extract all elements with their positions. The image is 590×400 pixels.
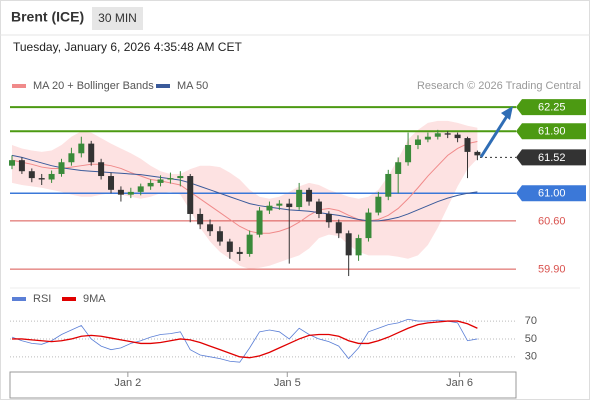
candle-body [385, 173, 392, 197]
candle-body [296, 189, 303, 208]
candle-body [395, 162, 402, 174]
level-label: 61.52 [538, 152, 566, 164]
candle-body [88, 143, 95, 163]
y-tick-label: 70 [525, 315, 537, 327]
level-tag [516, 185, 586, 202]
x-tick-label: Jan 2 [114, 377, 141, 389]
candle-body [28, 171, 35, 179]
candle-body [464, 138, 471, 152]
candle-body [197, 213, 204, 225]
level-label: 62.25 [538, 101, 566, 113]
moving-average [11, 154, 478, 222]
indicator-line [12, 320, 478, 359]
legend-label: RSI [33, 293, 51, 305]
candle-body [444, 133, 451, 135]
instrument: Brent (ICE) [11, 9, 84, 25]
x-tick-label: Jan 6 [446, 377, 473, 389]
candle-body [236, 251, 243, 254]
candle-body [434, 133, 441, 137]
candle-body [276, 203, 283, 206]
candle-body [177, 176, 184, 179]
candle-body [216, 231, 223, 242]
level-label: 61.90 [538, 126, 566, 138]
candle-body [375, 196, 382, 213]
legend-label: 9MA [83, 293, 106, 305]
candle-body [266, 205, 273, 211]
candle-body [405, 145, 412, 163]
legend-label: MA 20 + Bollinger Bands [33, 80, 154, 92]
candle-body [414, 139, 421, 145]
candle-body [325, 213, 332, 223]
moving-average [11, 141, 478, 234]
candle-body [157, 179, 164, 183]
candle-body [108, 176, 115, 190]
candle-body [474, 151, 481, 156]
candle-body [306, 189, 313, 202]
candle-body [58, 162, 65, 174]
candle-body [9, 160, 15, 166]
candle-body [454, 134, 461, 139]
candle-body [187, 176, 194, 214]
legend-label: MA 50 [177, 80, 208, 92]
indicator-line [11, 318, 478, 363]
timeframe: 30 MIN [98, 11, 137, 25]
level-tag [516, 99, 586, 116]
candle-body [117, 189, 124, 195]
candle-body [355, 238, 362, 256]
timeframe-box [92, 7, 143, 30]
candle-body [18, 160, 25, 172]
candle-body [335, 222, 342, 234]
level-label: 61.00 [538, 188, 566, 200]
level-label: 60.60 [538, 215, 566, 227]
candle-body [147, 182, 154, 187]
candle-body [424, 136, 431, 140]
legend-swatch [12, 84, 26, 88]
legend-swatch [156, 84, 170, 88]
legend-swatch [62, 297, 76, 301]
candle-body [345, 233, 352, 256]
candle-body [38, 178, 45, 180]
candle-body [78, 143, 85, 154]
axis-box [9, 371, 517, 399]
candle-body [315, 201, 322, 214]
candle-body [167, 178, 174, 180]
candle-body [365, 212, 372, 239]
level-label: 59.90 [538, 264, 566, 276]
timestamp: Tuesday, January 6, 2026 4:35:48 AM CET [13, 40, 242, 54]
candle-body [246, 234, 253, 254]
forecast-arrow [479, 115, 509, 158]
candle-body [256, 210, 263, 235]
y-tick-label: 30 [525, 351, 537, 363]
y-tick-label: 50 [525, 333, 537, 345]
level-tag [516, 123, 586, 140]
candle-body [207, 224, 214, 232]
candle-body [226, 241, 233, 252]
candle-body [98, 162, 105, 177]
forecast-arrowhead [501, 106, 513, 120]
candle-body [68, 153, 75, 163]
candle-body [127, 191, 134, 195]
x-tick-label: Jan 5 [274, 377, 301, 389]
legend-swatch [12, 297, 26, 301]
candle-body [137, 186, 144, 192]
candle-body [48, 173, 55, 180]
credit: Research © 2026 Trading Central [417, 80, 581, 92]
bollinger-band [12, 120, 478, 270]
level-tag [516, 149, 586, 166]
candle-body [286, 203, 293, 208]
